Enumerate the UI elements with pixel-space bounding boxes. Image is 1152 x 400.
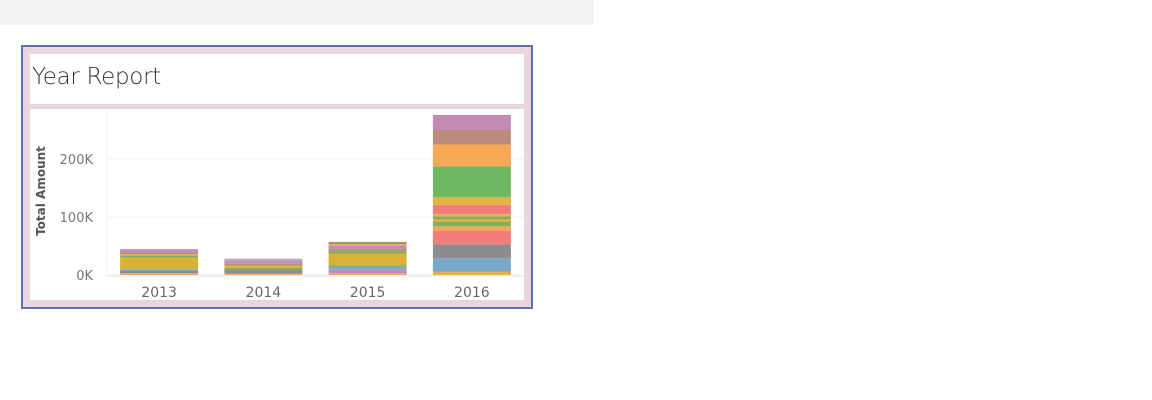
axis-layer: 0K 100K 200K Total Amount 2013 2014 2015 2016 [34,146,490,300]
bar-segment[interactable] [328,253,407,266]
title-zone: Year Report [30,54,524,104]
bar-segment[interactable] [432,204,511,215]
bar-segment[interactable] [328,265,407,267]
bar-segment[interactable] [432,144,511,167]
bar-segment[interactable] [120,249,199,253]
dashboard-frame: Year Report 0K 100K 200K Total Amount 2013 20… [21,45,533,309]
bar-segment[interactable] [328,266,407,270]
bar-segment[interactable] [432,258,511,272]
bar-segment[interactable] [120,269,199,271]
bar-segment[interactable] [432,216,511,220]
chart-zone: 0K 100K 200K Total Amount 2013 2014 2015 2016 [30,109,524,300]
bar-segment[interactable] [432,226,511,231]
bar-segment[interactable] [432,230,511,245]
bar-segment[interactable] [328,273,407,275]
y-tick-label: 200K [60,153,94,168]
bar-segment[interactable] [432,166,511,198]
stacked-bar-chart: 0K 100K 200K Total Amount 2013 2014 2015 2016 [34,113,524,300]
bar-segment[interactable] [432,197,511,205]
bar-stack-2014[interactable] [224,258,303,275]
y-tick-label: 100K [60,211,94,226]
y-tick-label: 0K [76,269,93,284]
bar-segment[interactable] [328,269,407,274]
bar-segment[interactable] [432,114,511,130]
bar-segment[interactable] [120,252,199,255]
bar-segment[interactable] [432,214,511,217]
bar-segment[interactable] [328,241,407,245]
bar-stack-2016[interactable] [432,114,511,275]
bar-segment[interactable] [328,248,407,251]
x-tick-label: 2013 [141,285,177,300]
bar-segment[interactable] [224,263,303,266]
bar-stack-2015[interactable] [328,241,407,275]
x-tick-label: 2014 [246,285,282,300]
bar-segment[interactable] [328,250,407,254]
bar-segment[interactable] [224,273,303,275]
y-axis-title: Total Amount [34,146,48,236]
bar-stack-2013[interactable] [120,249,199,275]
bar-segment[interactable] [432,221,511,227]
bar-segment[interactable] [120,273,199,275]
bar-segment[interactable] [224,267,303,271]
x-tick-label: 2016 [454,285,490,300]
bar-segment[interactable] [328,244,407,246]
bar-segment[interactable] [224,261,303,264]
bar-segment[interactable] [328,246,407,249]
bar-segment[interactable] [432,244,511,259]
bar-segment[interactable] [224,258,303,262]
bar-segment[interactable] [120,255,199,258]
bar-segment[interactable] [120,254,199,256]
bar-segment[interactable] [120,257,199,270]
top-toolbar-strip [0,0,594,25]
bar-segment[interactable] [120,270,199,274]
bar-segment[interactable] [432,219,511,222]
report-title: Year Report [32,64,161,90]
x-tick-label: 2015 [350,285,386,300]
bar-segment[interactable] [224,270,303,274]
bar-layer [120,114,511,275]
bar-segment[interactable] [224,265,303,268]
bar-segment[interactable] [432,271,511,275]
bar-segment[interactable] [432,130,511,145]
